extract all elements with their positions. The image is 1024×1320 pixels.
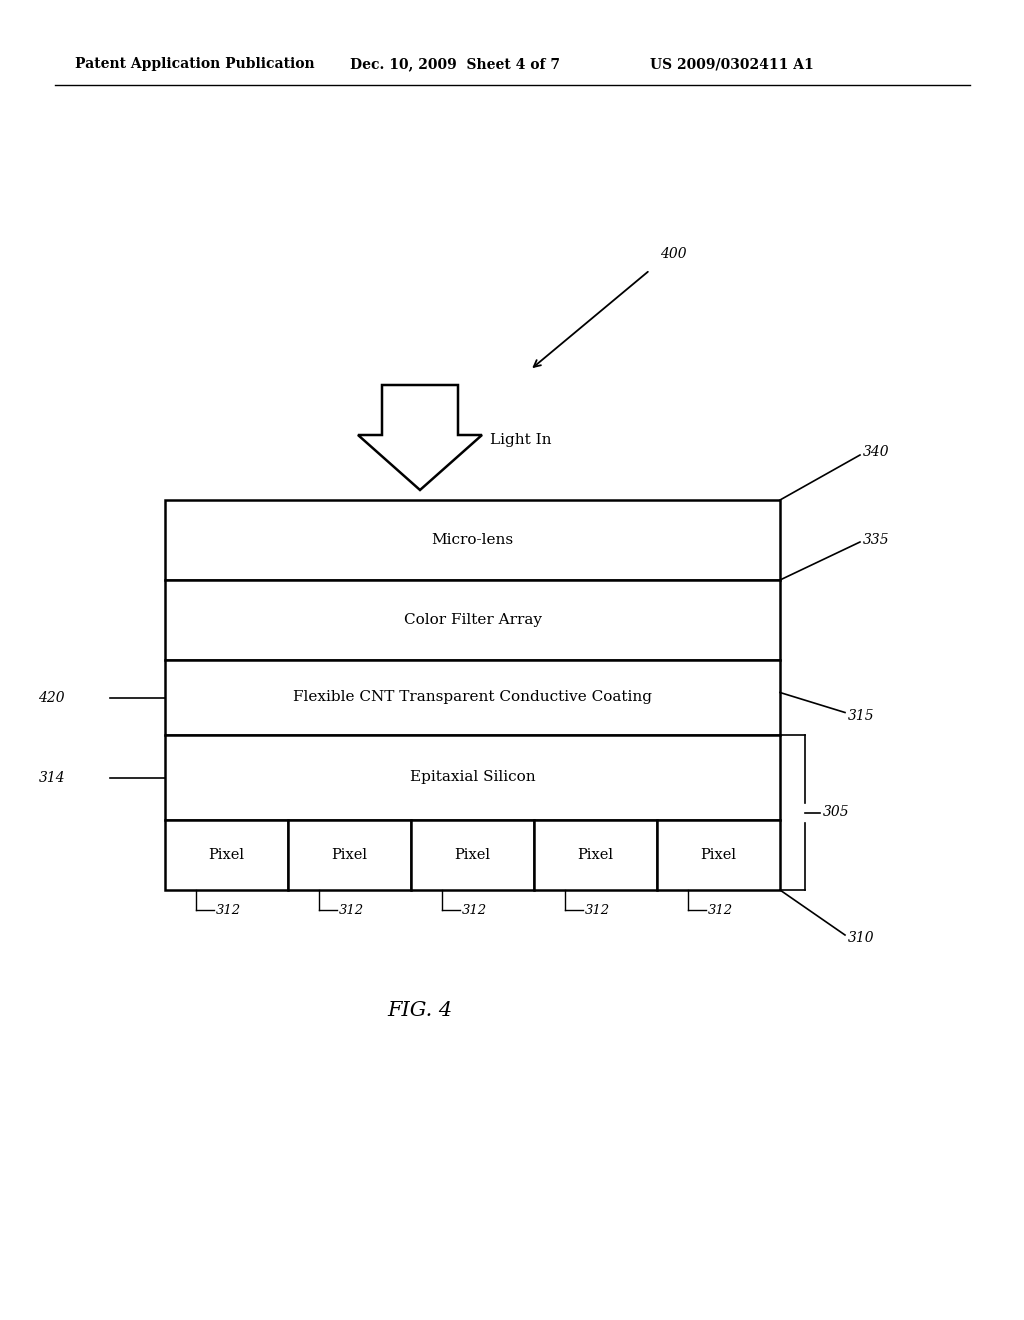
Text: 400: 400 bbox=[660, 247, 687, 261]
Bar bbox=[165, 579, 780, 660]
Text: 340: 340 bbox=[863, 445, 890, 459]
Text: Patent Application Publication: Patent Application Publication bbox=[75, 57, 314, 71]
Bar bbox=[165, 820, 288, 890]
Text: FIG. 4: FIG. 4 bbox=[387, 1001, 453, 1019]
Text: Pixel: Pixel bbox=[700, 847, 736, 862]
Text: Epitaxial Silicon: Epitaxial Silicon bbox=[410, 771, 536, 784]
Text: Pixel: Pixel bbox=[455, 847, 490, 862]
Bar bbox=[165, 735, 780, 820]
Text: 420: 420 bbox=[38, 690, 65, 705]
Text: Pixel: Pixel bbox=[578, 847, 613, 862]
Bar bbox=[288, 820, 411, 890]
Text: 314: 314 bbox=[38, 771, 65, 784]
Text: Light In: Light In bbox=[490, 433, 552, 447]
Text: 312: 312 bbox=[585, 903, 610, 916]
Text: 335: 335 bbox=[863, 533, 890, 546]
Text: 312: 312 bbox=[462, 903, 486, 916]
Polygon shape bbox=[358, 385, 482, 490]
Text: Dec. 10, 2009  Sheet 4 of 7: Dec. 10, 2009 Sheet 4 of 7 bbox=[350, 57, 560, 71]
Text: Color Filter Array: Color Filter Array bbox=[403, 612, 542, 627]
Bar bbox=[657, 820, 780, 890]
Text: 312: 312 bbox=[708, 903, 733, 916]
Bar bbox=[165, 500, 780, 579]
Text: US 2009/0302411 A1: US 2009/0302411 A1 bbox=[650, 57, 814, 71]
Text: Flexible CNT Transparent Conductive Coating: Flexible CNT Transparent Conductive Coat… bbox=[293, 690, 652, 705]
Text: 305: 305 bbox=[823, 805, 850, 820]
Bar bbox=[165, 660, 780, 735]
Text: 312: 312 bbox=[339, 903, 364, 916]
Bar bbox=[411, 820, 534, 890]
Bar bbox=[534, 820, 657, 890]
Text: Micro-lens: Micro-lens bbox=[431, 533, 514, 546]
Text: Pixel: Pixel bbox=[209, 847, 245, 862]
Text: 310: 310 bbox=[848, 931, 874, 945]
Text: 315: 315 bbox=[848, 709, 874, 722]
Text: Pixel: Pixel bbox=[332, 847, 368, 862]
Text: 312: 312 bbox=[216, 903, 241, 916]
